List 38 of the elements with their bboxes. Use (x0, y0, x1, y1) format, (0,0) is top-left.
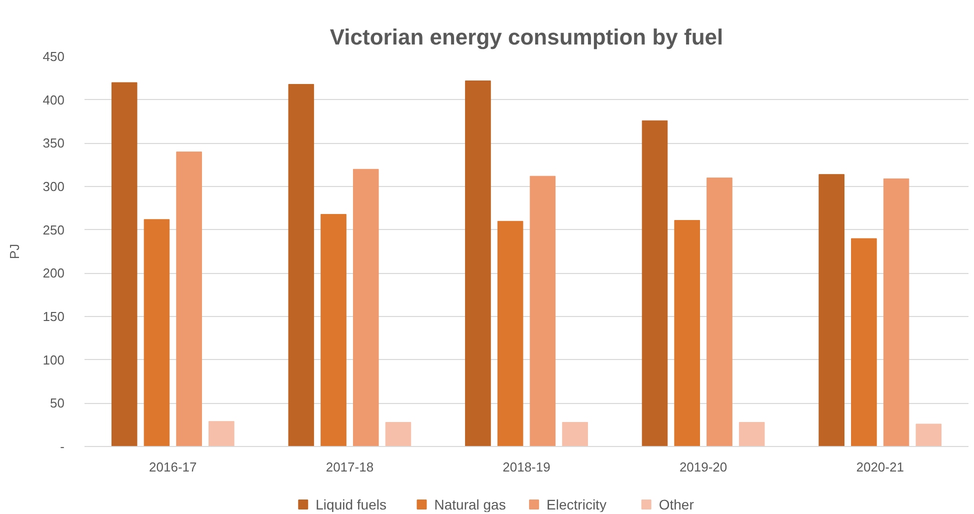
bar (144, 219, 170, 446)
bar (530, 176, 556, 446)
bar (208, 421, 234, 446)
y-tick-label: 100 (42, 352, 65, 368)
bar (706, 178, 732, 446)
x-tick-label: 2017-18 (326, 460, 374, 474)
bar (674, 220, 700, 446)
bar (465, 80, 491, 446)
bar (111, 82, 138, 446)
bar (320, 214, 346, 446)
bar (851, 238, 877, 446)
bar (916, 424, 942, 446)
x-tick-label: 2018-19 (502, 460, 550, 474)
y-tick-label: 250 (42, 222, 65, 238)
y-tick-label: 50 (50, 396, 65, 411)
y-tick-label: 300 (42, 179, 65, 194)
bar (818, 174, 844, 446)
x-tick-label: 2020-21 (856, 460, 904, 474)
y-tick-label: 400 (42, 92, 65, 108)
bar (642, 120, 668, 446)
bar (385, 422, 412, 446)
bar (176, 152, 202, 446)
x-tick-label: 2016-17 (149, 460, 197, 474)
y-tick-label: 450 (42, 49, 65, 64)
y-tick-label: 200 (42, 266, 65, 281)
bar (288, 84, 314, 446)
chart-title: Victorian energy consumption by fuel (330, 24, 724, 50)
bar (497, 220, 524, 446)
y-axis-title: PJ (6, 244, 22, 260)
y-tick-label: - (60, 439, 65, 454)
bar (883, 178, 910, 446)
y-tick-label: 150 (42, 309, 65, 324)
bar (738, 422, 765, 446)
bar (562, 422, 588, 446)
y-tick-label: 350 (42, 136, 65, 151)
x-tick-label: 2019-20 (679, 460, 728, 474)
legend-label: Other (658, 496, 694, 512)
bar (352, 168, 379, 446)
